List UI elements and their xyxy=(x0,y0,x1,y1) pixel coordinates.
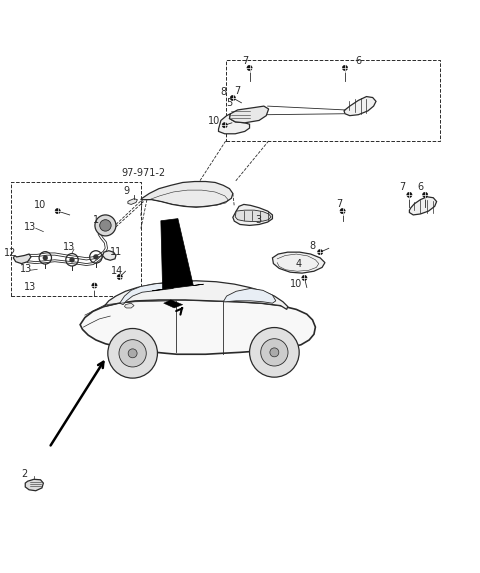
Text: 2: 2 xyxy=(21,469,27,478)
Text: 11: 11 xyxy=(110,247,122,257)
Text: 13: 13 xyxy=(20,264,32,274)
Polygon shape xyxy=(233,205,273,225)
Circle shape xyxy=(108,328,157,378)
Polygon shape xyxy=(124,303,134,308)
Circle shape xyxy=(318,249,323,255)
Text: 7: 7 xyxy=(336,199,342,209)
Circle shape xyxy=(117,274,122,280)
Polygon shape xyxy=(344,97,376,116)
Polygon shape xyxy=(103,251,116,260)
Text: 7: 7 xyxy=(235,86,241,96)
Text: 8: 8 xyxy=(221,87,227,97)
Polygon shape xyxy=(141,182,233,207)
Circle shape xyxy=(43,256,48,260)
Polygon shape xyxy=(229,106,269,123)
Circle shape xyxy=(100,219,111,231)
Text: 13: 13 xyxy=(24,222,36,232)
Circle shape xyxy=(261,339,288,366)
Circle shape xyxy=(247,65,252,70)
Text: 13: 13 xyxy=(24,282,36,292)
Polygon shape xyxy=(152,219,204,291)
Text: 4: 4 xyxy=(295,258,301,269)
Text: 9: 9 xyxy=(123,186,130,196)
Circle shape xyxy=(119,340,146,367)
Polygon shape xyxy=(164,300,183,308)
Circle shape xyxy=(230,95,236,101)
Text: 10: 10 xyxy=(208,116,220,126)
Circle shape xyxy=(55,209,60,214)
Circle shape xyxy=(422,193,428,198)
Text: 13: 13 xyxy=(63,242,75,252)
Text: 3: 3 xyxy=(255,215,261,225)
Text: 1: 1 xyxy=(93,215,99,225)
Text: 6: 6 xyxy=(417,182,423,192)
Polygon shape xyxy=(120,282,173,305)
Text: 12: 12 xyxy=(4,248,16,258)
Text: 10: 10 xyxy=(290,279,302,289)
Circle shape xyxy=(302,275,307,281)
Text: 7: 7 xyxy=(242,56,249,66)
Polygon shape xyxy=(13,254,31,264)
Text: 14: 14 xyxy=(111,266,123,276)
Polygon shape xyxy=(128,199,137,205)
Circle shape xyxy=(92,283,97,288)
Circle shape xyxy=(340,209,345,214)
Text: 97-971-2: 97-971-2 xyxy=(121,168,166,178)
Circle shape xyxy=(95,215,116,236)
Circle shape xyxy=(128,349,137,358)
Circle shape xyxy=(70,257,74,262)
Polygon shape xyxy=(235,210,271,222)
Polygon shape xyxy=(273,252,325,273)
Circle shape xyxy=(342,65,348,70)
Polygon shape xyxy=(218,114,250,134)
Text: 5: 5 xyxy=(227,98,233,108)
Polygon shape xyxy=(409,197,437,215)
Text: 10: 10 xyxy=(35,201,47,210)
Circle shape xyxy=(250,328,299,377)
Polygon shape xyxy=(25,479,43,490)
Text: 6: 6 xyxy=(355,56,361,66)
Polygon shape xyxy=(104,281,288,309)
Circle shape xyxy=(407,193,412,198)
Polygon shape xyxy=(223,288,276,303)
Circle shape xyxy=(270,348,279,357)
Circle shape xyxy=(222,123,228,128)
Polygon shape xyxy=(80,300,315,354)
Circle shape xyxy=(94,254,98,260)
Text: 7: 7 xyxy=(399,182,406,192)
Text: 8: 8 xyxy=(310,241,316,251)
